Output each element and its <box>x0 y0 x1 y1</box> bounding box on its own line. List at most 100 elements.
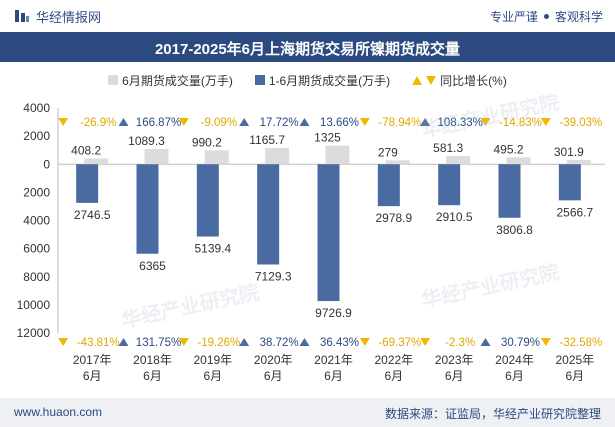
tagline-left: 专业严谨 <box>489 10 538 24</box>
monthly-bar-label: 301.9 <box>554 145 584 159</box>
monthly-bar <box>566 160 591 165</box>
x-tick-label: 6月 <box>264 369 283 383</box>
x-tick-label: 6月 <box>203 369 222 383</box>
growth-down-triangle-icon <box>420 338 431 346</box>
cumulative-bar <box>196 164 219 237</box>
footer-site[interactable]: www.huaon.com <box>14 405 103 419</box>
x-tick-label: 6月 <box>324 369 343 383</box>
cumulative-bar <box>377 164 400 207</box>
cumulative-growth-label: 30.79% <box>501 337 540 349</box>
y-tick-label: 8000 <box>23 270 50 284</box>
monthly-bar <box>84 158 109 165</box>
monthly-bar-label: 408.2 <box>71 144 101 158</box>
x-tick-label: 6月 <box>143 369 162 383</box>
cumulative-bar-label: 2746.5 <box>74 208 111 222</box>
monthly-bar-label: 1165.7 <box>249 133 285 147</box>
cumulative-growth-label: 36.43% <box>320 337 359 349</box>
legend-item-growth: 同比增长(%) <box>412 72 507 89</box>
growth-up-triangle-icon <box>299 338 310 346</box>
growth-down-triangle-icon <box>178 118 189 126</box>
monthly-bar <box>204 150 229 165</box>
monthly-growth-label: 166.87% <box>136 117 181 129</box>
monthly-bar <box>385 160 410 165</box>
cumulative-bar <box>257 164 280 265</box>
legend-label-growth: 同比增长(%) <box>440 73 507 88</box>
growth-down-triangle-icon <box>58 338 69 346</box>
cumulative-bar <box>558 164 581 201</box>
cumulative-growth-label: -69.37% <box>378 337 421 349</box>
tagline-separator-dot <box>543 14 549 19</box>
tagline: 专业严谨 客观科学 <box>490 8 603 25</box>
x-tick-label: 2022年 <box>374 353 413 367</box>
y-tick-label: 6000 <box>23 242 50 256</box>
cumulative-bar <box>76 164 99 203</box>
growth-up-triangle-icon <box>239 118 250 126</box>
monthly-growth-label: 13.66% <box>320 117 359 129</box>
monthly-bar-label: 495.2 <box>493 142 523 156</box>
monthly-bar <box>265 147 290 165</box>
x-tick-label: 6月 <box>505 369 524 383</box>
cumulative-bar-label: 3806.8 <box>496 223 533 237</box>
x-tick-label: 2020年 <box>254 353 293 367</box>
legend-label-monthly: 6月期货成交量(万手) <box>122 73 233 88</box>
cumulative-bar-label: 6365 <box>139 259 166 273</box>
monthly-growth-label: -26.9% <box>80 117 116 129</box>
growth-down-triangle-icon <box>359 118 370 126</box>
chart-plot: 4000 2000 0 2000 4000 6000 8000 10000 12000 408.2… <box>17 101 605 383</box>
top-bar: 华经情报网 专业严谨 客观科学 <box>0 0 615 32</box>
y-tick-label: 12000 <box>17 326 51 340</box>
legend-down-triangle-icon <box>426 75 437 85</box>
x-tick-label: 2023年 <box>435 353 474 367</box>
cumulative-bar-label: 2978.9 <box>375 211 412 225</box>
cumulative-bar-label: 9726.9 <box>315 306 352 320</box>
growth-down-triangle-icon <box>178 338 189 346</box>
monthly-growth-label: -14.83% <box>499 117 542 129</box>
legend-swatch-monthly <box>108 75 119 85</box>
cumulative-growth-label: 131.75% <box>136 337 181 349</box>
y-tick-label: 4000 <box>23 214 50 228</box>
cumulative-growth-label: -19.26% <box>197 337 240 349</box>
growth-up-triangle-icon <box>299 118 310 126</box>
monthly-bar-label: 1089.3 <box>128 134 165 148</box>
growth-up-triangle-icon <box>118 338 129 346</box>
cumulative-growth-label: 38.72% <box>260 337 299 349</box>
footer-source: 数据来源：证监局，华经产业研究院整理 <box>384 407 601 421</box>
chart-title: 2017-2025年6月上海期货交易所镍期货成交量 <box>154 41 461 58</box>
legend-label-cumulative: 1-6月期货成交量(万手) <box>268 73 391 88</box>
growth-up-triangle-icon <box>118 118 129 126</box>
monthly-bar <box>446 156 471 165</box>
growth-up-triangle-icon <box>239 338 250 346</box>
monthly-growth-label: -9.09% <box>201 117 237 129</box>
legend-up-triangle-icon <box>412 75 423 85</box>
growth-down-triangle-icon <box>480 118 491 126</box>
cumulative-bar <box>498 164 521 218</box>
growth-up-triangle-icon <box>420 118 431 126</box>
chart-legend: 6月期货成交量(万手) 1-6月期货成交量(万手) 同比增长(%) <box>0 70 615 90</box>
cumulative-bar <box>438 164 461 206</box>
cumulative-bar-label: 2566.7 <box>556 205 593 219</box>
x-tick-label: 6月 <box>445 369 464 383</box>
cumulative-growth-label: -43.81% <box>77 337 120 349</box>
cumulative-bar-label: 2910.5 <box>436 210 473 224</box>
growth-down-triangle-icon <box>540 118 551 126</box>
growth-down-triangle-icon <box>540 338 551 346</box>
growth-up-triangle-icon <box>480 338 491 346</box>
y-tick-label: 2000 <box>23 185 50 199</box>
monthly-growth-label: -78.94% <box>378 117 421 129</box>
y-tick-label: 4000 <box>23 101 50 115</box>
brand: 华经情报网 <box>14 7 101 25</box>
x-tick-label: 2021年 <box>314 353 353 367</box>
monthly-bar-label: 990.2 <box>192 135 222 149</box>
title-bar: 2017-2025年6月上海期货交易所镍期货成交量 <box>0 32 615 62</box>
cumulative-growth-label: -2.3% <box>445 337 475 349</box>
legend-item-monthly: 6月期货成交量(万手) <box>108 72 233 89</box>
x-tick-label: 2018年 <box>133 353 172 367</box>
monthly-growth-label: 108.33% <box>437 117 482 129</box>
monthly-growth-label: -39.03% <box>559 117 602 129</box>
x-tick-label: 6月 <box>83 369 102 383</box>
x-tick-label: 2017年 <box>73 353 112 367</box>
monthly-bar <box>506 157 531 165</box>
legend-item-cumulative: 1-6月期货成交量(万手) <box>254 72 391 89</box>
x-tick-label: 2024年 <box>495 353 534 367</box>
footer: www.huaon.com 数据来源：证监局，华经产业研究院整理 <box>0 398 615 427</box>
